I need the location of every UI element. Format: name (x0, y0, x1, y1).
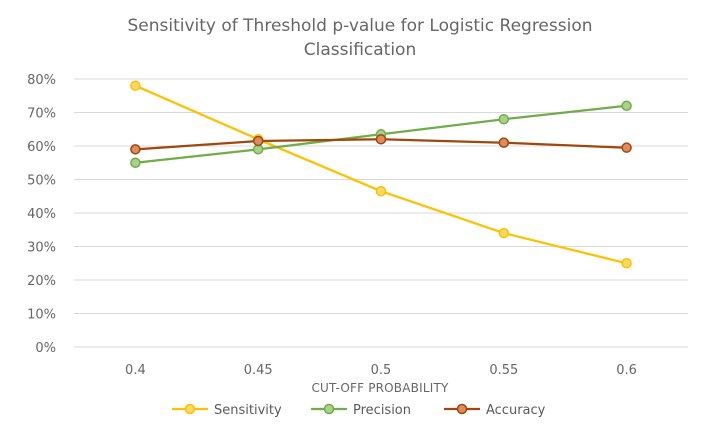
y-tick-label: 10% (27, 308, 56, 323)
sensitivity-point (621, 258, 632, 269)
accuracy-point (252, 135, 264, 147)
series-lines (130, 80, 632, 269)
accuracy-point (498, 137, 510, 148)
legend-label-sensitivity: Sensitivity (214, 403, 282, 418)
x-tick-label: 0.5 (371, 363, 392, 378)
accuracy-point (130, 144, 141, 155)
series-sensitivity (130, 80, 632, 269)
y-tick-label: 0% (35, 341, 56, 356)
legend-label-precision: Precision (353, 403, 411, 418)
y-tick-label: 20% (27, 274, 56, 289)
y-tick-label: 40% (27, 207, 56, 222)
x-tick-label: 0.4 (125, 363, 146, 378)
x-tick-label: 0.6 (616, 363, 637, 378)
x-tick-label: 0.45 (244, 363, 273, 378)
precision-point (498, 113, 510, 125)
gridlines (74, 78, 688, 348)
legend-item-sensitivity: Sensitivity (172, 403, 282, 418)
legend-marker-precision (323, 403, 335, 415)
y-tick-label: 60% (27, 140, 56, 155)
sensitivity-point (375, 185, 387, 197)
y-axis-ticks: 0% 10% 20% 30% 40% 50% 60% 70% 80% (27, 73, 56, 356)
x-axis-ticks: 0.4 0.45 0.5 0.55 0.6 (125, 363, 637, 378)
y-tick-label: 50% (27, 174, 56, 189)
series-accuracy (130, 134, 632, 155)
accuracy-point (375, 134, 387, 145)
x-tick-label: 0.55 (489, 363, 518, 378)
y-tick-label: 70% (27, 107, 56, 122)
accuracy-point (621, 142, 632, 153)
precision-point (621, 100, 632, 112)
legend-marker-accuracy (456, 403, 468, 415)
legend-marker-sensitivity (184, 403, 196, 415)
chart-title-line-2: Classification (304, 40, 416, 60)
legend-item-accuracy: Accuracy (444, 403, 546, 418)
sensitivity-point (498, 227, 510, 239)
precision-point (130, 157, 141, 168)
sensitivity-point (130, 80, 141, 91)
x-axis-label: CUT-OFF PROBABILITY (311, 381, 449, 395)
chart-title-line-1: Sensitivity of Threshold p-value for Log… (127, 16, 592, 36)
legend: Sensitivity Precision Accuracy (172, 403, 546, 418)
y-tick-label: 80% (27, 73, 56, 88)
legend-item-precision: Precision (311, 403, 411, 418)
y-tick-label: 30% (27, 241, 56, 256)
legend-label-accuracy: Accuracy (486, 403, 546, 418)
